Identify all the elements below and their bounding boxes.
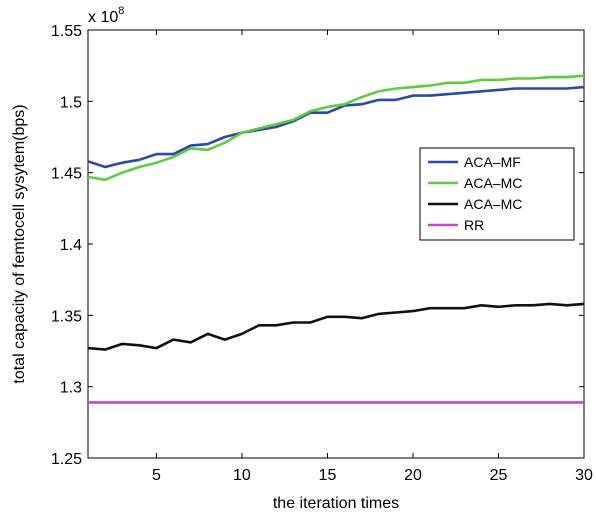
y-axis-label: total capacity of femtocell sysytem(bps) (11, 104, 28, 383)
x-tick-label: 15 (319, 467, 337, 484)
legend-label: ACA–MF (464, 154, 521, 170)
legend: ACA–MF ACA–MC ACA–MC RR (419, 147, 575, 241)
y-tick-label: 1.3 (60, 380, 82, 397)
series-line (87, 302, 585, 351)
y-tick-label: 1.25 (51, 451, 82, 468)
plot-area (87, 29, 585, 459)
y-tick-label: 1.4 (60, 237, 82, 254)
legend-label: ACA–MC (464, 196, 522, 212)
x-tick-label: 25 (490, 467, 508, 484)
axis-ticks: 5 10 15 20 25 30 1.25 1.3 1.35 1.4 1.45 1.5 1.55 (51, 23, 593, 484)
x-tick-label: 30 (575, 467, 593, 484)
plot-frame (87, 29, 585, 459)
x-axis-label: the iteration times (273, 495, 399, 512)
x-tick-label: 20 (404, 467, 422, 484)
legend-label: ACA–MC (464, 175, 522, 191)
y-scale-base: x 10 (88, 9, 118, 26)
series-line (87, 85, 585, 169)
y-tick-label: 1.35 (51, 308, 82, 325)
y-scale-exponent: 8 (118, 5, 124, 17)
x-tick-label: 5 (152, 467, 161, 484)
legend-label: RR (464, 217, 484, 233)
x-tick-label: 10 (233, 467, 251, 484)
y-tick-label: 1.5 (60, 94, 82, 111)
series-lines (87, 74, 585, 404)
y-tick-label: 1.45 (51, 166, 82, 183)
y-axis-scale-factor: x 108 (88, 5, 124, 26)
y-tick-label: 1.55 (51, 23, 82, 40)
series-line (87, 74, 585, 182)
